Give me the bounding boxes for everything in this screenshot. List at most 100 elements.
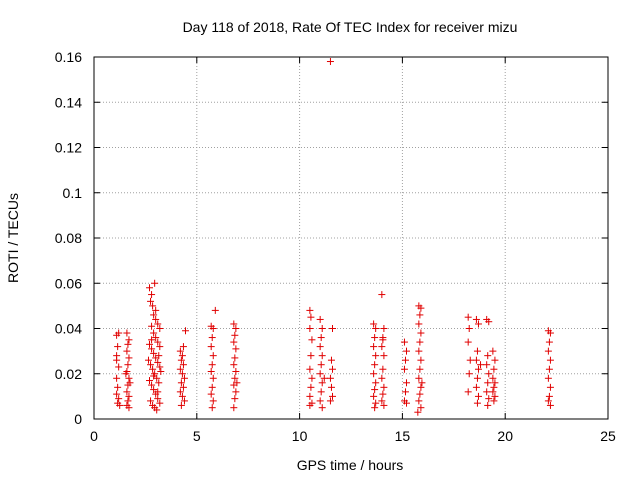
data-point bbox=[125, 336, 133, 344]
data-point bbox=[233, 379, 241, 387]
data-point bbox=[328, 392, 336, 400]
data-point bbox=[370, 370, 378, 378]
data-point bbox=[485, 318, 493, 326]
x-tick-labels: 0 5 10 15 20 25 bbox=[90, 428, 616, 444]
data-point bbox=[545, 338, 553, 346]
data-point bbox=[544, 374, 552, 382]
x-tick-label: 20 bbox=[497, 428, 513, 444]
data-point bbox=[208, 383, 216, 391]
data-point bbox=[378, 397, 386, 405]
data-point bbox=[115, 329, 123, 337]
data-point bbox=[156, 325, 164, 332]
data-point bbox=[178, 370, 186, 378]
data-point bbox=[401, 356, 409, 364]
data-point bbox=[473, 374, 481, 382]
x-tick-label: 10 bbox=[292, 428, 308, 444]
data-point bbox=[318, 352, 326, 360]
data-point bbox=[379, 365, 387, 373]
data-point bbox=[148, 345, 156, 353]
grid bbox=[94, 57, 608, 419]
data-point bbox=[113, 374, 121, 382]
data-point bbox=[485, 370, 493, 378]
data-point bbox=[146, 284, 154, 292]
data-point bbox=[417, 329, 425, 337]
data-point bbox=[465, 370, 473, 378]
x-tick-label: 25 bbox=[600, 428, 616, 444]
data-point bbox=[327, 356, 335, 364]
data-point bbox=[371, 404, 379, 412]
data-point bbox=[156, 343, 164, 351]
data-point bbox=[416, 390, 424, 398]
data-point bbox=[231, 354, 239, 362]
data-point bbox=[403, 399, 411, 407]
data-point bbox=[465, 325, 473, 332]
data-point bbox=[208, 404, 216, 412]
data-point bbox=[153, 406, 161, 414]
data-point bbox=[372, 325, 380, 332]
data-point bbox=[179, 343, 187, 351]
data-point bbox=[326, 58, 334, 66]
data-point bbox=[124, 340, 132, 348]
data-point bbox=[154, 338, 162, 346]
x-axis-label: GPS time / hours bbox=[297, 457, 404, 473]
y-tick-label: 0.1 bbox=[63, 185, 83, 201]
data-point bbox=[491, 356, 499, 364]
data-point bbox=[545, 365, 553, 373]
data-point bbox=[306, 401, 314, 409]
data-point bbox=[417, 304, 425, 312]
data-point bbox=[316, 397, 324, 405]
data-point bbox=[150, 311, 158, 319]
data-point bbox=[232, 367, 240, 375]
data-point bbox=[491, 379, 499, 387]
data-point bbox=[114, 383, 122, 391]
data-point bbox=[125, 374, 133, 382]
data-point bbox=[316, 315, 324, 323]
data-point bbox=[154, 388, 162, 396]
data-point bbox=[148, 336, 156, 344]
data-point bbox=[417, 404, 425, 412]
data-point bbox=[317, 388, 325, 396]
data-point bbox=[232, 388, 240, 396]
data-point bbox=[483, 388, 491, 396]
data-point bbox=[318, 379, 326, 387]
data-point bbox=[177, 356, 185, 364]
data-point bbox=[415, 320, 423, 328]
data-point bbox=[115, 395, 123, 403]
data-point bbox=[491, 392, 499, 400]
data-point bbox=[489, 347, 497, 355]
data-point bbox=[306, 306, 314, 314]
data-point bbox=[472, 383, 480, 391]
y-tick-label: 0.14 bbox=[55, 94, 82, 110]
data-point bbox=[484, 401, 492, 409]
data-point bbox=[317, 334, 325, 342]
data-point bbox=[379, 390, 387, 398]
data-point bbox=[474, 320, 482, 328]
data-point bbox=[156, 399, 164, 407]
data-point bbox=[484, 352, 492, 360]
data-point bbox=[155, 379, 163, 387]
data-point bbox=[326, 397, 334, 405]
data-point bbox=[306, 325, 314, 332]
data-point bbox=[490, 365, 498, 373]
data-point bbox=[320, 374, 328, 382]
data-point bbox=[316, 343, 324, 351]
data-point bbox=[211, 306, 219, 314]
data-point bbox=[544, 397, 552, 405]
data-point bbox=[155, 352, 163, 360]
data-point bbox=[157, 367, 165, 375]
data-point bbox=[318, 404, 326, 412]
data-point bbox=[473, 347, 481, 355]
data-point bbox=[546, 329, 554, 337]
data-point bbox=[415, 347, 423, 355]
data-point bbox=[125, 392, 133, 400]
data-point bbox=[417, 383, 425, 391]
data-point bbox=[152, 315, 160, 323]
data-point bbox=[490, 397, 498, 405]
data-point bbox=[308, 374, 316, 382]
data-point bbox=[208, 334, 216, 342]
data-point bbox=[464, 313, 472, 321]
data-point bbox=[371, 386, 379, 394]
data-point bbox=[178, 352, 186, 360]
data-point bbox=[400, 338, 408, 346]
